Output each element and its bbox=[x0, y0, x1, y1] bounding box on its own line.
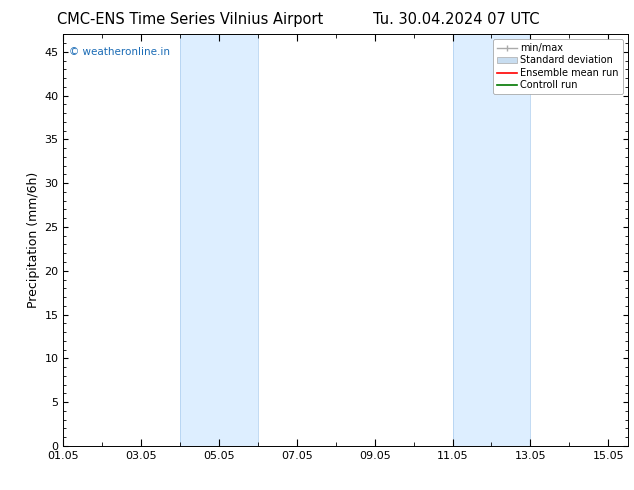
Text: Tu. 30.04.2024 07 UTC: Tu. 30.04.2024 07 UTC bbox=[373, 12, 540, 27]
Text: CMC-ENS Time Series Vilnius Airport: CMC-ENS Time Series Vilnius Airport bbox=[57, 12, 323, 27]
Text: © weatheronline.in: © weatheronline.in bbox=[69, 47, 170, 57]
Bar bbox=[180, 34, 258, 446]
Y-axis label: Precipitation (mm/6h): Precipitation (mm/6h) bbox=[27, 172, 40, 308]
Legend: min/max, Standard deviation, Ensemble mean run, Controll run: min/max, Standard deviation, Ensemble me… bbox=[493, 39, 623, 94]
Bar bbox=[453, 34, 531, 446]
